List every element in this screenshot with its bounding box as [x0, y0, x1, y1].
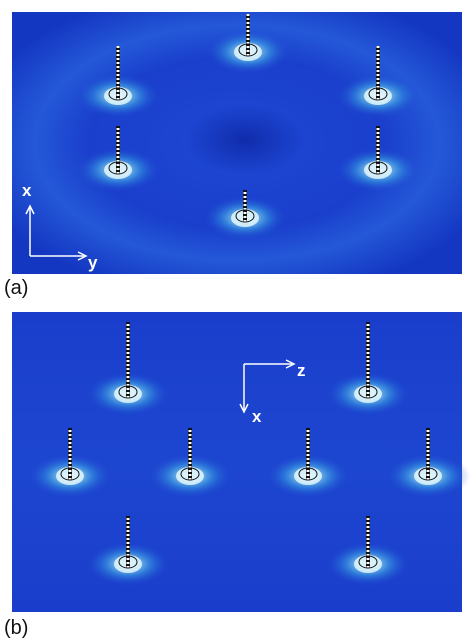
- axis-label: x: [252, 407, 262, 426]
- axis-label: z: [297, 361, 306, 380]
- axis-label: y: [88, 253, 98, 272]
- axis-label: x: [22, 181, 32, 200]
- figure: x y (a) z x (b): [0, 0, 476, 640]
- center-shadow: [185, 105, 305, 175]
- panel-label: (b): [4, 617, 28, 639]
- panel-label: (a): [4, 277, 28, 299]
